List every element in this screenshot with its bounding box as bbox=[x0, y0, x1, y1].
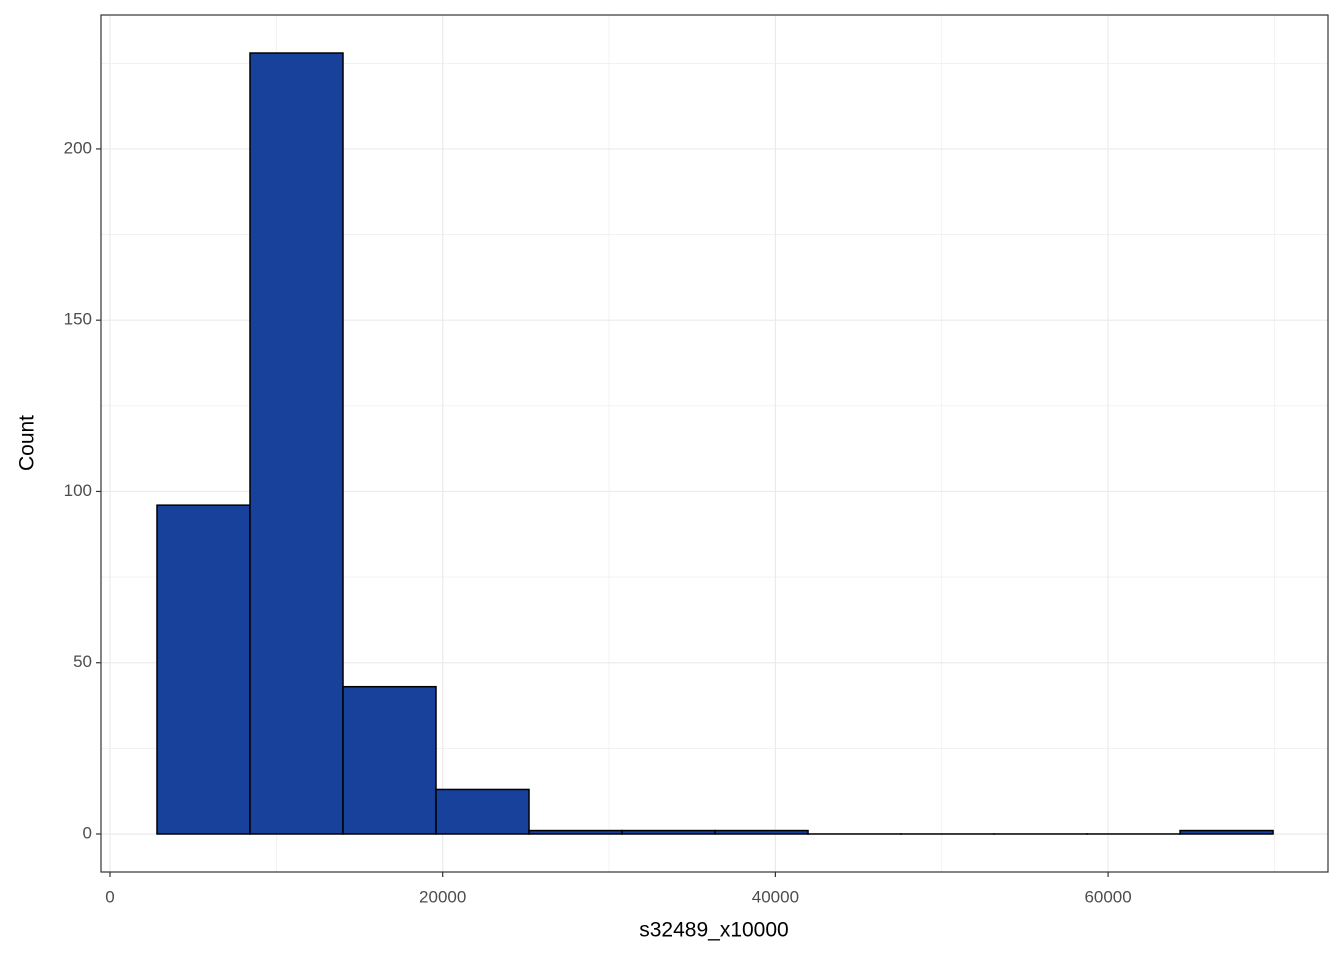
y-tick-label: 50 bbox=[73, 652, 92, 671]
x-tick-label: 20000 bbox=[419, 887, 466, 906]
x-tick-label: 60000 bbox=[1084, 887, 1131, 906]
bar bbox=[249, 52, 344, 835]
y-tick-label: 200 bbox=[64, 138, 92, 157]
bar bbox=[156, 504, 251, 835]
x-tick-label: 40000 bbox=[752, 887, 799, 906]
y-tick-label: 0 bbox=[83, 823, 92, 842]
y-tick-label: 150 bbox=[64, 310, 92, 329]
bar bbox=[714, 829, 809, 835]
y-axis-title: Count bbox=[16, 415, 39, 471]
bar bbox=[528, 829, 623, 835]
bar bbox=[621, 829, 716, 835]
bar bbox=[435, 788, 530, 835]
bar bbox=[342, 685, 437, 835]
panel-border bbox=[100, 14, 1329, 873]
x-tick-label: 0 bbox=[105, 887, 114, 906]
x-axis-title: s32489_x10000 bbox=[639, 919, 788, 942]
bar bbox=[1179, 829, 1274, 835]
y-tick-label: 100 bbox=[64, 481, 92, 500]
